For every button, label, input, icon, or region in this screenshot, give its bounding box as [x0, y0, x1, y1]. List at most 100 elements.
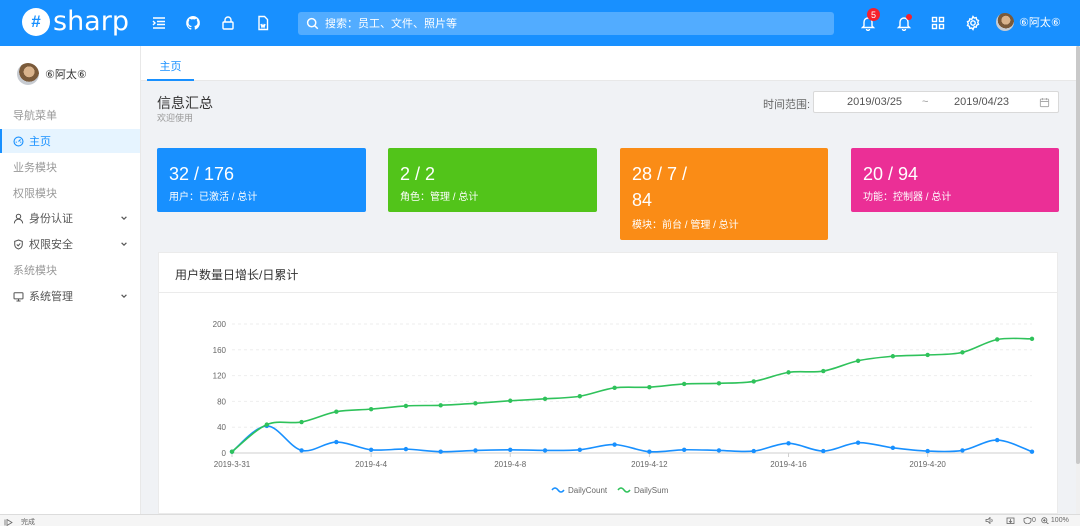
data-point	[855, 358, 861, 363]
chevron-down-icon	[121, 242, 127, 247]
data-point	[542, 396, 548, 402]
search-box[interactable]	[298, 12, 834, 35]
user-icon	[13, 213, 24, 223]
y-tick-label: 120	[213, 372, 227, 381]
status-left: 完成	[4, 517, 35, 526]
status-count: 0	[1032, 517, 1036, 524]
x-tick-label: 2019-4-16	[770, 460, 807, 469]
data-point	[473, 401, 478, 406]
stat-card-functions[interactable]: 20 / 94 功能：控制器 / 总计	[851, 148, 1059, 212]
gear-icon[interactable]	[963, 13, 983, 33]
data-point	[438, 403, 443, 408]
data-point	[890, 354, 896, 359]
shield-status-icon[interactable]	[1023, 517, 1032, 524]
series-line-dailycount	[231, 425, 1033, 453]
y-tick-label: 40	[217, 423, 226, 432]
chevron-down-icon	[121, 216, 127, 221]
data-point	[334, 439, 339, 445]
data-point	[542, 448, 548, 453]
data-point	[995, 337, 1000, 342]
stat-caption: 模块：前台 / 管理 / 总计	[632, 220, 739, 231]
data-point	[681, 447, 687, 452]
data-point	[1029, 449, 1035, 454]
data-point	[647, 385, 652, 390]
sidebar-item-label: 主页	[29, 136, 51, 148]
stat-card-modules[interactable]: 28 / 7 / 84 模块：前台 / 管理 / 总计	[620, 148, 828, 240]
data-point	[403, 446, 409, 452]
search-input[interactable]	[325, 17, 805, 30]
data-point	[751, 448, 756, 454]
date-range-separator: ~	[922, 96, 929, 108]
x-tick-label: 2019-4-4	[355, 460, 388, 469]
speaker-icon[interactable]	[985, 517, 994, 524]
tab-bar: 主页	[141, 46, 1076, 81]
date-range-start[interactable]: 2019/03/25	[847, 96, 903, 108]
date-range-picker[interactable]: 2019/03/25 ~ 2019/04/23	[813, 91, 1059, 113]
data-point	[786, 370, 791, 375]
date-range-end[interactable]: 2019/04/23	[954, 96, 1010, 108]
zoom-icon[interactable]	[1041, 517, 1049, 524]
sidebar-item-home[interactable]: 主页	[0, 129, 140, 153]
x-tick-label: 2019-4-12	[631, 460, 668, 469]
sidebar-item-security[interactable]: 权限安全	[0, 232, 140, 256]
data-point	[403, 403, 409, 409]
page-subtitle: 欢迎使用	[157, 113, 194, 123]
document-icon[interactable]	[253, 13, 273, 33]
y-tick-label: 0	[222, 449, 227, 458]
sidebar-item-system-admin[interactable]: 系统管理	[0, 284, 140, 308]
data-point	[577, 394, 583, 399]
data-point	[264, 422, 269, 427]
stat-value: 28 / 7 / 84	[632, 164, 688, 210]
stat-card-users[interactable]: 32 / 176 用户：已激活 / 总计	[157, 148, 366, 212]
notification-button[interactable]: 5	[858, 8, 880, 33]
desktop-icon	[13, 291, 24, 301]
menu-icon[interactable]	[149, 13, 169, 33]
header-user-menu[interactable]: ⑥阿太⑥	[996, 13, 1061, 31]
stat-card-roles[interactable]: 2 / 2 角色：管理 / 总计	[388, 148, 597, 212]
brand-mark: #	[22, 8, 50, 36]
sidebar-item-label: 系统管理	[29, 291, 73, 303]
brand-name: sharp	[53, 6, 129, 37]
y-tick-label: 160	[213, 346, 227, 355]
tab-home[interactable]: 主页	[147, 58, 194, 81]
notification-badge: 5	[867, 8, 880, 21]
calendar-icon	[1039, 98, 1050, 108]
data-point	[508, 447, 513, 452]
data-point	[334, 409, 339, 414]
x-tick-label: 2019-4-20	[909, 460, 946, 469]
user-growth-panel: 用户数量日增长/日累计 0 40 80 120 160 200 2019-3-31 2019-…	[158, 252, 1058, 514]
data-point	[508, 398, 513, 403]
dashboard-icon	[13, 135, 24, 147]
menu-group-nav: 导航菜单	[0, 103, 140, 127]
data-point	[299, 419, 304, 425]
apps-icon[interactable]	[928, 13, 948, 33]
sidebar-user[interactable]: ⑥阿太⑥	[17, 63, 87, 85]
menu-group-system: 系统模块	[0, 258, 140, 282]
avatar	[996, 13, 1014, 31]
menu-group-label: 系统模块	[13, 265, 57, 277]
stat-caption: 用户：已激活 / 总计	[169, 192, 258, 203]
data-point	[751, 379, 756, 384]
data-point	[960, 350, 965, 355]
panel-divider	[159, 292, 1057, 293]
data-point	[612, 442, 617, 447]
data-point	[786, 441, 791, 446]
stat-value: 32 / 176	[169, 164, 235, 184]
sidebar: ⑥阿太⑥ 导航菜单 主页 业务模块 权限模块 身份认证 权限安全 系统模块 系统…	[0, 46, 141, 514]
brand-logo[interactable]: # sharp	[22, 7, 129, 37]
github-icon[interactable]	[183, 13, 203, 33]
download-icon[interactable]	[1006, 517, 1015, 524]
data-point	[229, 449, 235, 454]
legend-label: DailyCount	[568, 486, 608, 495]
zoom-level[interactable]: 100%	[1050, 517, 1069, 524]
sidebar-item-identity[interactable]: 身份认证	[0, 206, 140, 230]
scrollbar-thumb[interactable]	[1076, 46, 1080, 464]
vertical-scrollbar[interactable]	[1076, 46, 1080, 514]
page-title: 信息汇总	[157, 95, 213, 111]
data-point	[995, 437, 1000, 443]
legend-swatch	[617, 487, 631, 493]
status-bar: 完成 0 100%	[0, 514, 1080, 526]
alert-button[interactable]	[894, 13, 914, 33]
top-header: # sharp 5 ⑥阿太⑥	[0, 0, 1080, 46]
lock-icon[interactable]	[218, 13, 238, 33]
